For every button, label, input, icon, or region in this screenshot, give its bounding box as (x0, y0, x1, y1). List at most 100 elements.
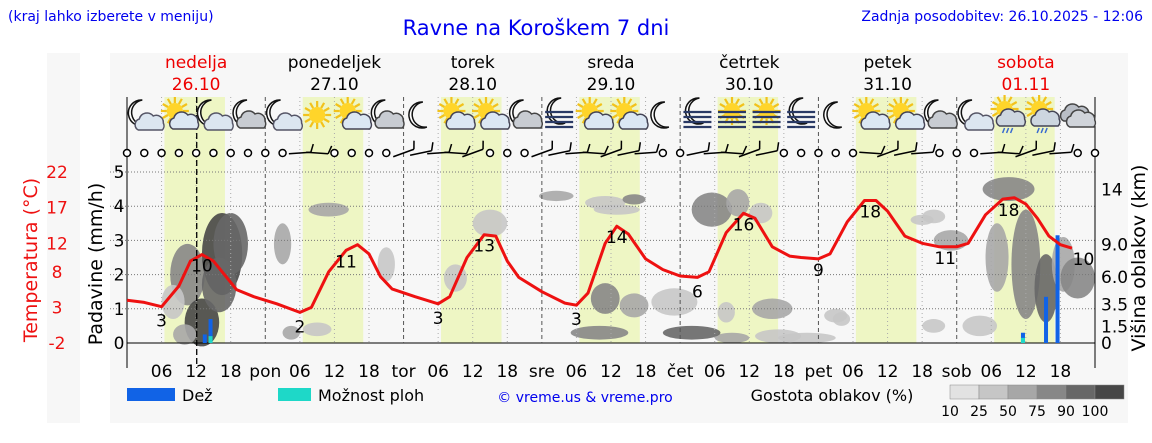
cloud-blob (1011, 209, 1041, 320)
cloud-blob (377, 247, 395, 282)
calm-wind (848, 148, 858, 158)
barb-flag (1001, 143, 1006, 153)
calm-wind (814, 148, 823, 158)
barb-flag (914, 142, 918, 151)
cloud-icon (927, 110, 958, 129)
cloud-blob (273, 223, 292, 265)
left-margin-panel (47, 53, 80, 423)
barb-flag (465, 145, 471, 155)
moon-icon (650, 101, 670, 129)
x-tick-label: sob (942, 362, 972, 382)
cloud-icon (445, 111, 476, 130)
calm-wind (243, 148, 253, 158)
sun-ray (438, 103, 446, 108)
sun-ray (892, 117, 898, 124)
cloud-blob (752, 298, 793, 320)
sun-ray (438, 114, 446, 119)
sun-cloud-icon (437, 97, 476, 130)
barb-shaft (859, 151, 882, 155)
x-tick-label: 18 (220, 362, 242, 382)
sun-ray (181, 103, 188, 108)
barb-flag (310, 143, 314, 153)
temperature-line (126, 196, 1073, 314)
cloud-icon (134, 112, 165, 131)
calm-wind (278, 148, 287, 158)
wind-barb (1015, 140, 1038, 158)
x-tick-label: tor (392, 362, 416, 382)
moon-icon (408, 101, 428, 129)
calm-wind (520, 148, 529, 158)
legend-showers-swatch (278, 388, 311, 401)
barb-shaft (1049, 151, 1072, 155)
barb-flag (604, 145, 609, 155)
cloud-blob (173, 324, 197, 345)
cloud-height-tick: 0 (1101, 334, 1112, 354)
moon-partly-cloudy-icon (265, 99, 303, 131)
cloud-blob (590, 283, 620, 314)
sun-ray (577, 103, 584, 108)
x-tick-label: 06 (151, 362, 173, 382)
sun-ray (903, 98, 909, 105)
barb-flag (724, 143, 729, 153)
cloud-height-tick: 1.5 (1101, 318, 1128, 338)
cloud-blob (982, 177, 1035, 202)
x-tick-label: 18 (496, 362, 518, 382)
rain-drop (1005, 127, 1010, 134)
calm-wind (122, 148, 132, 158)
cloud-blob (662, 325, 721, 340)
cloud-blob (570, 325, 629, 340)
cloud-icon (203, 112, 234, 131)
region-note[interactable]: (kraj lahko izberete v meniju) (8, 9, 214, 25)
cloud-icon (374, 110, 405, 129)
credit-link[interactable]: © vreme.us & vreme.pro (497, 390, 672, 406)
density-level: 100 (1082, 404, 1109, 420)
cloud-height-tick: 6.0 (1101, 268, 1128, 288)
cloud-blob (922, 319, 946, 333)
sun-ray (335, 114, 342, 119)
barb-shaft (600, 148, 622, 158)
wind-barb (893, 142, 918, 157)
x-tick-label: 18 (635, 362, 657, 382)
rain-bar (1044, 296, 1049, 343)
sun-ray (758, 98, 764, 105)
cloud-blob (308, 202, 349, 217)
sun-ray (162, 114, 169, 119)
day-name: nedelja (165, 53, 227, 73)
sun-ray (1031, 96, 1037, 103)
barb-shaft (634, 151, 657, 155)
sun-ray (1026, 112, 1033, 117)
cloud-rain-icon (990, 95, 1026, 134)
calm-wind (831, 148, 840, 158)
temperature-label: 3 (156, 312, 167, 332)
sun-ray (335, 103, 342, 108)
calm-wind (935, 148, 944, 158)
last-updated: Zadnja posodobitev: 26.10.2025 - 12:06 (861, 9, 1143, 25)
fog-sun-icon (752, 97, 781, 129)
temperature-label: 10 (191, 257, 213, 277)
calm-wind (382, 148, 391, 158)
cloud-icon (272, 112, 303, 131)
cloud-blob (1034, 254, 1058, 323)
wind-barb (392, 140, 415, 158)
rain-drop (1040, 127, 1044, 134)
barb-shaft (720, 151, 744, 155)
x-tick-label: 12 (324, 362, 346, 382)
wind-barb (617, 142, 642, 157)
legend-rain-label: Dež (182, 386, 213, 405)
barb-flag (569, 142, 572, 151)
cloud-blob (619, 293, 649, 318)
sun-ray (616, 98, 622, 105)
rain-drop (1009, 127, 1014, 134)
cloud-blob (985, 223, 1009, 292)
precipitation-tick: 3 (114, 231, 125, 251)
x-tick-label: 06 (289, 362, 311, 382)
moon-icon (823, 101, 842, 129)
x-tick-label: pon (249, 362, 281, 382)
day-name: sobota (997, 53, 1055, 73)
calm-wind (261, 148, 270, 158)
rain-drop (1036, 127, 1040, 134)
barb-flag (1053, 142, 1056, 151)
sun-ray (323, 118, 330, 123)
sun-ray (907, 103, 914, 108)
day-name: ponedeljek (288, 53, 382, 73)
